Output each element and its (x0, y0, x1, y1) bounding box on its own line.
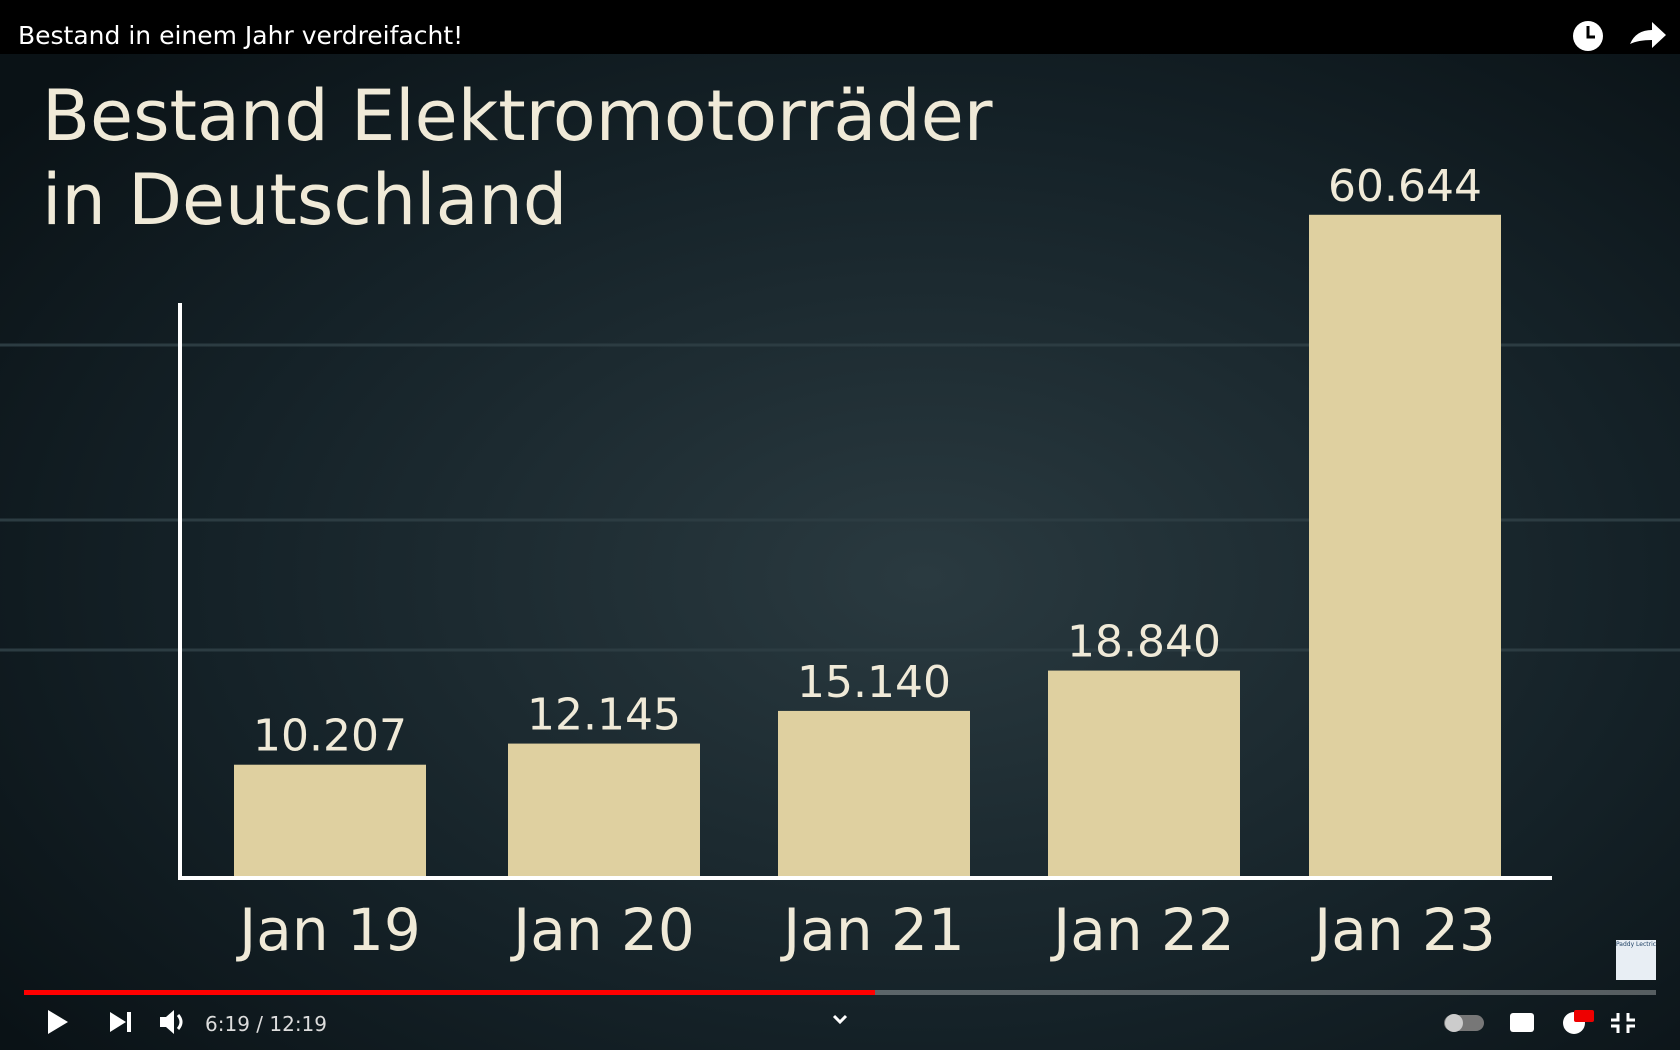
watch-later-icon[interactable] (1573, 21, 1603, 51)
chart: Bestand Elektromotorräder in Deutschland 1… (42, 75, 1552, 964)
bar (508, 743, 700, 876)
value-label: 12.145 (527, 690, 681, 741)
channel-logo-text: Paddy Lectric (1616, 941, 1656, 948)
channel-logo[interactable] (1616, 940, 1656, 980)
captions-button[interactable] (1510, 1013, 1534, 1032)
progress-played (24, 990, 875, 995)
exit-fullscreen-button[interactable] (1611, 1013, 1635, 1033)
autoplay-knob (1445, 1014, 1463, 1032)
x-tick-label: Jan 21 (780, 896, 965, 964)
value-label: 60.644 (1328, 161, 1482, 212)
x-tick-label: Jan 22 (1050, 896, 1235, 964)
value-label: 15.140 (797, 657, 951, 708)
bar (1048, 670, 1240, 876)
x-tick-label: Jan 19 (236, 896, 421, 964)
value-label: 10.207 (253, 711, 407, 762)
play-button[interactable] (48, 1010, 68, 1034)
value-label: 18.840 (1067, 617, 1221, 668)
chapters-chevron[interactable] (832, 1014, 848, 1025)
hd-badge (1574, 1010, 1594, 1022)
time-display: 6:19 / 12:19 (205, 1012, 327, 1036)
next-button[interactable] (110, 1012, 131, 1032)
share-icon[interactable] (1630, 22, 1666, 48)
x-tick-label: Jan 20 (510, 896, 695, 964)
x-tick-label: Jan 23 (1311, 896, 1496, 964)
bar (778, 710, 970, 876)
bar (1309, 214, 1501, 876)
top-bar (0, 0, 1680, 54)
chart-title: Bestand Elektromotorräder in Deutschland (42, 75, 993, 241)
video-title[interactable]: Bestand in einem Jahr verdreifacht! (18, 21, 463, 50)
volume-button[interactable] (160, 1010, 183, 1034)
bar (234, 764, 426, 876)
